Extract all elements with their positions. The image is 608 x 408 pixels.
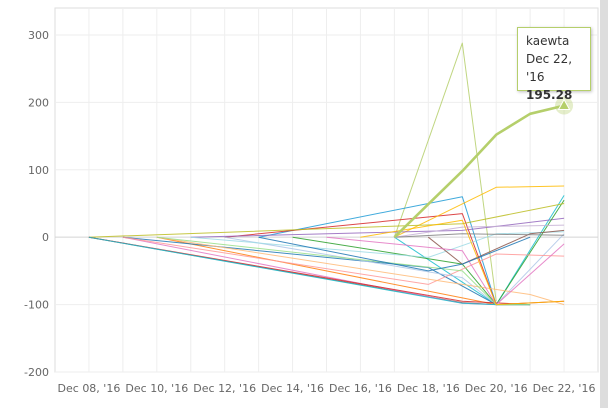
hover-point[interactable] [557, 98, 571, 111]
y-tick-label: -200 [24, 366, 49, 379]
y-tick-label: 300 [28, 29, 49, 42]
series-line[interactable] [122, 236, 565, 285]
series-line[interactable] [394, 185, 565, 238]
series-line[interactable] [393, 42, 497, 302]
x-tick-label: Dec 08, '16 [58, 382, 121, 395]
x-tick-label: Dec 12, '16 [193, 382, 256, 395]
y-tick-label: 100 [28, 164, 49, 177]
series-line[interactable] [292, 199, 565, 306]
y-axis: -200 -100 0 100 200 300 [24, 29, 49, 379]
series-line[interactable] [394, 224, 565, 238]
tooltip-series-name: kaewta [526, 34, 570, 48]
x-tick-label: Dec 20, '16 [465, 382, 528, 395]
series-line[interactable] [156, 236, 565, 306]
series-line[interactable] [394, 233, 565, 238]
x-axis: Dec 08, '16 Dec 10, '16 Dec 12, '16 Dec 14,… [58, 382, 596, 395]
series-line-highlighted[interactable] [393, 104, 565, 239]
series-line[interactable] [88, 203, 565, 238]
series-line[interactable] [258, 196, 497, 305]
series-line[interactable] [427, 229, 565, 265]
tooltip: kaewta Dec 22, '16 195.28 [517, 27, 591, 102]
x-tick-label: Dec 14, '16 [261, 382, 324, 395]
series-line[interactable] [258, 236, 531, 272]
series-lines [88, 42, 565, 306]
grid [54, 7, 599, 373]
x-tick-label: Dec 10, '16 [125, 382, 188, 395]
hover-marker [555, 96, 574, 115]
tooltip-value: 195.28 [526, 88, 573, 102]
tooltip-date: Dec 22, '16 [526, 52, 573, 84]
x-tick-label: Dec 22, '16 [533, 382, 596, 395]
y-tick-label: -100 [24, 299, 49, 312]
series-line[interactable] [156, 236, 531, 306]
series-line[interactable] [88, 236, 531, 306]
y-tick-label: 200 [28, 96, 49, 109]
series-line[interactable] [326, 236, 565, 306]
y-tick-label: 0 [42, 231, 49, 244]
x-tick-label: Dec 18, '16 [397, 382, 460, 395]
x-tick-label: Dec 16, '16 [329, 382, 392, 395]
series-line[interactable] [360, 219, 565, 306]
series-line[interactable] [190, 217, 565, 238]
scrollbar-edge [600, 0, 608, 408]
